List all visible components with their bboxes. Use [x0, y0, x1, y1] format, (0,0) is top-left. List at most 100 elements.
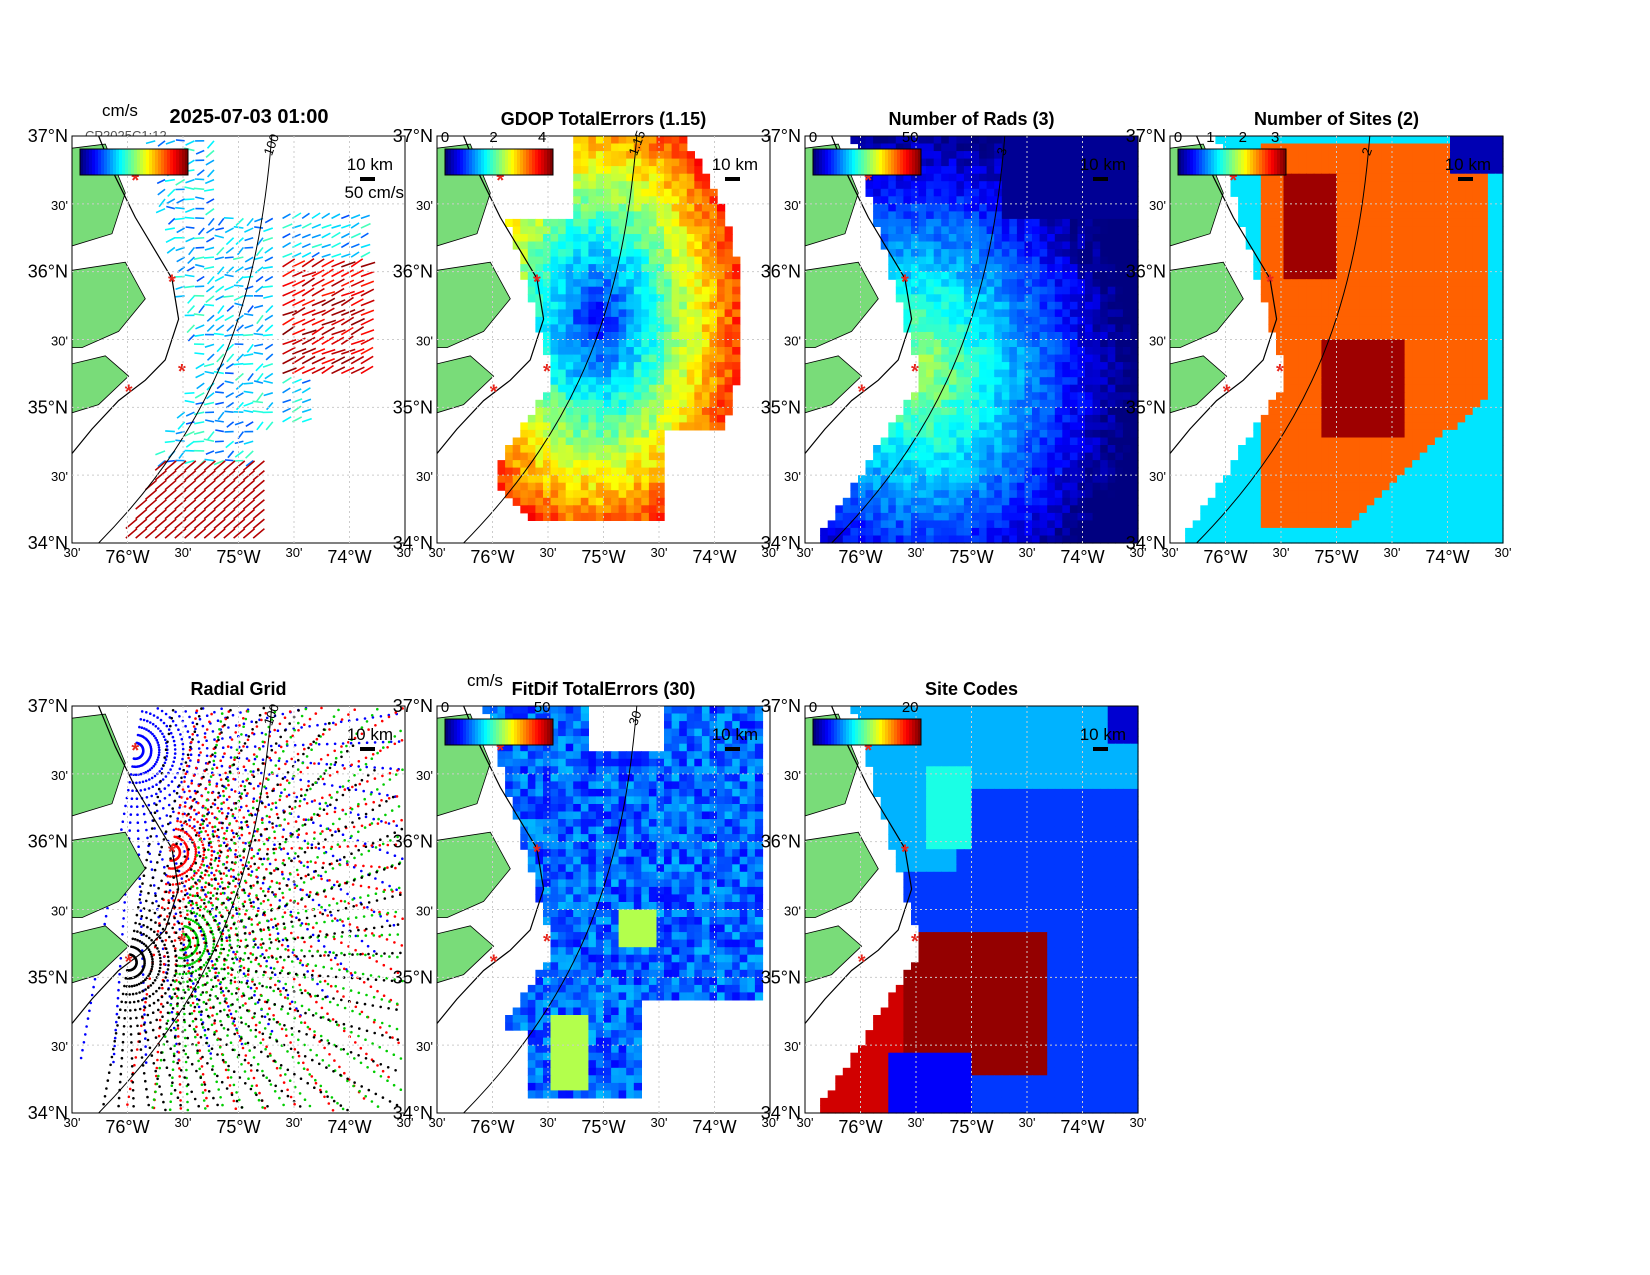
field-cell [694, 249, 703, 258]
field-cell [1457, 324, 1466, 333]
field-cell [1291, 173, 1300, 182]
field-cell [1283, 309, 1292, 318]
field-cell [648, 467, 658, 476]
field-cell [971, 399, 980, 408]
field-cell [1298, 324, 1307, 333]
current-vector [158, 198, 166, 208]
current-vector [311, 269, 325, 278]
field-cell [1374, 143, 1383, 152]
field-cell [618, 218, 627, 227]
field-cell [701, 384, 711, 393]
field-cell [527, 460, 536, 469]
field-cell [1115, 384, 1124, 393]
field-cell [1009, 512, 1018, 521]
field-cell [1230, 143, 1239, 152]
current-vector [255, 285, 264, 293]
field-cell [941, 460, 950, 469]
current-vector [244, 256, 254, 263]
current-vector [184, 391, 195, 395]
current-vector [243, 275, 254, 279]
field-cell [611, 460, 620, 469]
current-vector [195, 324, 205, 330]
field-cell [641, 460, 650, 469]
colorbar-tick-label: 50 [902, 129, 919, 146]
field-cell [1092, 527, 1101, 536]
field-cell [994, 256, 1003, 265]
field-cell [1427, 196, 1436, 205]
current-vector [243, 313, 254, 317]
field-cell [618, 181, 627, 190]
field-cell [963, 392, 973, 401]
field-cell [588, 354, 597, 363]
field-cell [656, 264, 665, 273]
field-cell [1298, 241, 1307, 250]
current-vector [301, 329, 317, 336]
field-cell [1009, 158, 1018, 167]
field-cell [1366, 211, 1375, 220]
field-cell [701, 234, 711, 243]
field-cell [933, 354, 942, 363]
colorbar-cell [846, 149, 850, 175]
field-cell [1039, 527, 1048, 536]
current-vector [184, 489, 197, 501]
field-cell [1100, 497, 1109, 506]
field-cell [948, 512, 957, 521]
field-cell [611, 181, 620, 190]
current-vector [350, 355, 365, 365]
field-cell [933, 362, 942, 371]
field-cell [1122, 512, 1132, 521]
field-cell [701, 377, 711, 386]
colorbar-cell [499, 149, 503, 175]
field-cell [994, 151, 1003, 160]
current-vector [215, 314, 225, 322]
field-cell [1107, 354, 1116, 363]
field-cell [1336, 211, 1345, 220]
field-cell [1047, 347, 1056, 356]
current-vector [252, 499, 265, 510]
field-cell [1404, 354, 1413, 363]
field-cell [1366, 158, 1375, 167]
field-cell [580, 151, 589, 160]
field-cell [709, 203, 718, 212]
field-cell [956, 294, 965, 303]
field-cell [595, 422, 605, 431]
field-cell [603, 399, 612, 408]
field-cell [1077, 211, 1086, 220]
field-cell [1260, 136, 1269, 145]
field-cell [948, 188, 957, 197]
current-vector [224, 372, 234, 375]
field-cell [1457, 332, 1466, 341]
colorbar-cell [876, 149, 880, 175]
field-cell [535, 399, 544, 408]
field-cell [1381, 294, 1391, 303]
field-cell [1268, 316, 1277, 325]
field-cell [1389, 362, 1398, 371]
field-cell [1001, 429, 1010, 438]
field-cell [948, 143, 957, 152]
field-cell [1009, 211, 1018, 220]
field-cell [1039, 279, 1048, 288]
current-vector [235, 314, 244, 322]
field-cell [527, 429, 536, 438]
current-vector [193, 489, 207, 501]
current-vector [167, 217, 176, 225]
field-cell [1434, 173, 1444, 182]
current-vector [223, 479, 236, 491]
field-cell [543, 316, 552, 325]
field-cell [895, 264, 904, 273]
field-cell [1487, 332, 1497, 341]
field-cell [1404, 279, 1413, 288]
field-cell [1450, 392, 1459, 401]
current-vector [135, 499, 148, 510]
field-cell [527, 264, 536, 273]
field-cell [648, 332, 658, 341]
field-cell [633, 460, 642, 469]
field-cell [1039, 437, 1048, 446]
field-cell [880, 460, 889, 469]
field-cell [1069, 143, 1079, 152]
current-vector [207, 169, 215, 178]
field-cell [543, 475, 552, 484]
field-cell [611, 226, 620, 235]
field-cell [724, 271, 733, 280]
panel-currents: 100****37°N30'36°N30'35°N30'34°N30' 76°W 3… [28, 101, 414, 567]
